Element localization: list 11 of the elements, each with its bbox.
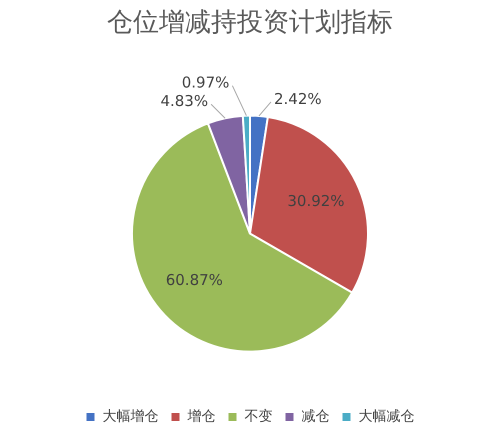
data-label: 4.83%	[160, 92, 208, 110]
legend-label: 大幅增仓	[102, 408, 158, 425]
data-label: 2.42%	[274, 90, 322, 108]
legend-label: 大幅减仓	[358, 408, 414, 425]
data-label: 60.87%	[166, 270, 223, 289]
legend-label: 减仓	[302, 408, 330, 425]
chart-title: 仓位增减持投资计划指标	[107, 7, 393, 38]
data-label: 0.97%	[182, 74, 230, 92]
data-label: 30.92%	[287, 192, 345, 210]
legend-label: 不变	[244, 408, 272, 425]
legend-label: 增仓	[186, 408, 216, 425]
